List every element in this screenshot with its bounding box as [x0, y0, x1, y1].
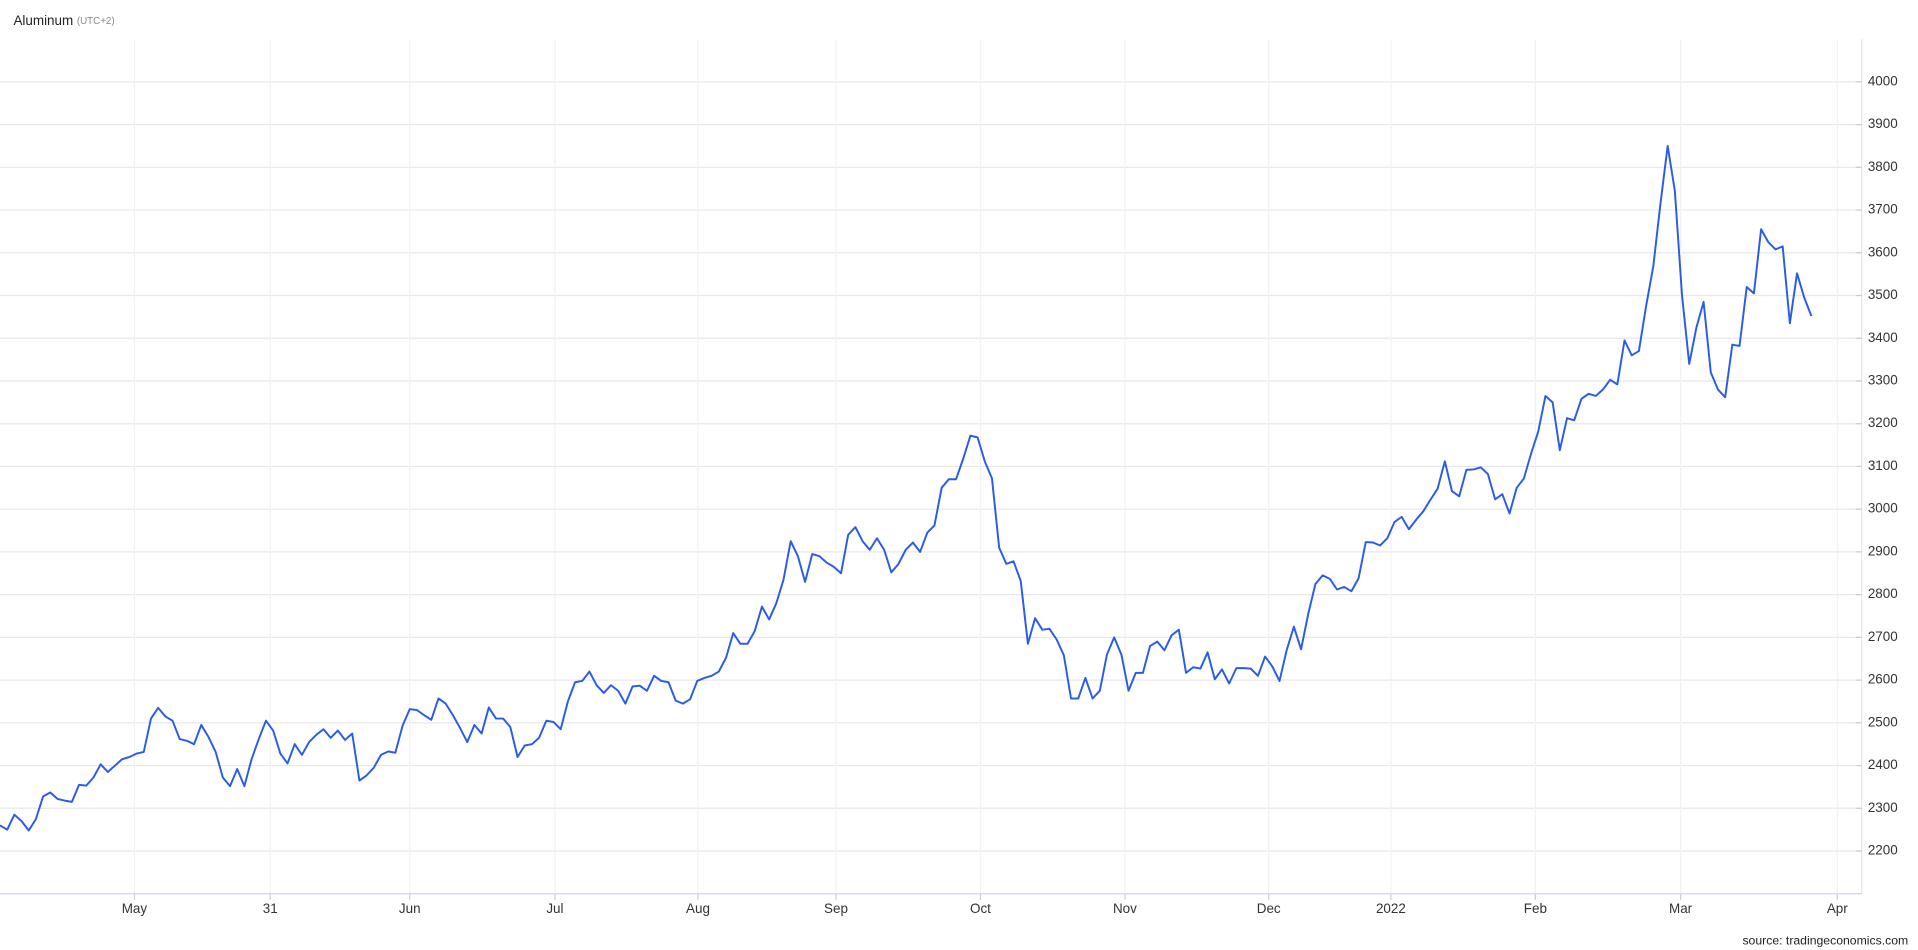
y-tick-label: 3500 [1868, 287, 1898, 302]
x-tick-label: 2022 [1376, 901, 1406, 916]
y-tick-label: 2800 [1868, 586, 1898, 601]
y-tick-label: 2200 [1868, 843, 1898, 858]
y-tick-label: 2400 [1868, 757, 1898, 772]
price-line [0, 144, 1813, 832]
x-tick-label: Aug [686, 901, 710, 916]
x-tick-label: May [122, 901, 148, 916]
y-tick-label: 3200 [1868, 415, 1898, 430]
y-tick-label: 3600 [1868, 244, 1898, 259]
x-tick-label: Jul [546, 901, 563, 916]
source: source: tradingeconomics.com [1742, 934, 1908, 948]
y-tick-label: 2900 [1868, 543, 1898, 558]
x-tick-label: Jun [399, 901, 421, 916]
y-tick-label: 3700 [1868, 202, 1898, 217]
y-tick-label: 2600 [1868, 672, 1898, 687]
y-tick-label: 3400 [1868, 330, 1898, 345]
x-tick-label: Dec [1257, 901, 1281, 916]
y-tick-label: 3900 [1868, 116, 1898, 131]
y-tick-label: 3000 [1868, 501, 1898, 516]
x-tick-label: 31 [263, 901, 278, 916]
y-tick-label: 3800 [1868, 159, 1898, 174]
x-tick-label: Apr [1827, 901, 1848, 916]
x-tick-label: Sep [824, 901, 848, 916]
x-tick-label: Oct [970, 901, 991, 916]
title: Aluminum [13, 12, 73, 27]
x-tick-label: Mar [1669, 901, 1693, 916]
x-tick-label: Nov [1113, 901, 1137, 916]
y-tick-label: 4000 [1868, 73, 1898, 88]
y-tick-label: 3100 [1868, 458, 1898, 473]
y-tick-label: 2300 [1868, 800, 1898, 815]
subtitle: (UTC+2) [77, 15, 115, 26]
chart-title: Aluminum (UTC+2) [13, 12, 114, 27]
y-tick-label: 3300 [1868, 373, 1898, 388]
x-tick-label: Feb [1524, 901, 1547, 916]
y-tick-label: 2500 [1868, 714, 1898, 729]
y-tick-label: 2700 [1868, 629, 1898, 644]
